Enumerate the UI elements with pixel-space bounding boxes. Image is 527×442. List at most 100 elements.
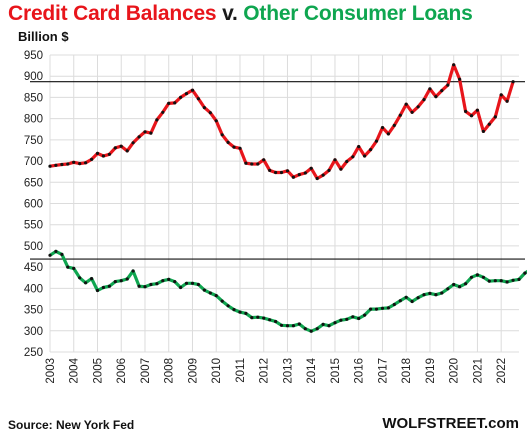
y-tick-label: 450	[24, 262, 43, 274]
x-tick-label: 2004	[69, 357, 81, 383]
y-tick-label: 750	[24, 135, 43, 147]
data-point-other-consumer-loans	[315, 327, 319, 331]
y-tick-label: 650	[24, 177, 43, 189]
data-point-other-consumer-loans	[238, 310, 242, 314]
y-tick-label: 350	[24, 305, 43, 317]
x-tick-label: 2022	[496, 358, 508, 384]
data-point-other-consumer-loans	[440, 291, 444, 295]
data-point-other-consumer-loans	[410, 299, 414, 304]
x-tick-label: 2014	[306, 357, 318, 383]
x-tick-label: 2016	[354, 358, 366, 384]
chart-title: Credit Card Balances v. Other Consumer L…	[8, 2, 473, 26]
data-point-credit-card-balances	[179, 95, 183, 99]
data-point-credit-card-balances	[262, 158, 266, 162]
x-tick-label: 2006	[116, 358, 128, 384]
data-point-credit-card-balances	[363, 154, 367, 158]
data-point-credit-card-balances	[101, 154, 105, 158]
data-point-other-consumer-loans	[167, 277, 171, 281]
x-tick-label: 2010	[211, 358, 223, 384]
data-point-credit-card-balances	[452, 63, 456, 67]
data-point-other-consumer-loans	[196, 282, 200, 287]
data-point-other-consumer-loans	[60, 252, 64, 256]
brand-logo-text: WOLFSTREET.com	[382, 415, 519, 432]
data-point-other-consumer-loans	[137, 284, 141, 288]
data-point-credit-card-balances	[339, 167, 343, 171]
data-point-credit-card-balances	[493, 115, 497, 119]
y-tick-label: 250	[24, 347, 43, 359]
data-point-credit-card-balances	[291, 175, 295, 179]
data-point-credit-card-balances	[285, 169, 290, 173]
data-point-other-consumer-loans	[398, 299, 402, 303]
data-point-credit-card-balances	[309, 166, 313, 170]
y-tick-label: 700	[24, 156, 43, 168]
grid-lines	[49, 54, 519, 353]
data-point-credit-card-balances	[78, 162, 82, 166]
data-point-credit-card-balances	[398, 113, 402, 117]
data-point-credit-card-balances	[297, 173, 301, 177]
data-point-credit-card-balances	[84, 161, 88, 165]
x-tick-label: 2005	[92, 358, 104, 384]
x-tick-label: 2008	[164, 358, 176, 384]
data-point-credit-card-balances	[416, 105, 420, 109]
data-point-other-consumer-loans	[202, 288, 206, 292]
data-point-credit-card-balances	[351, 155, 355, 159]
data-point-credit-card-balances	[315, 176, 319, 181]
data-point-other-consumer-loans	[184, 281, 189, 285]
data-point-other-consumer-loans	[404, 295, 408, 299]
data-point-credit-card-balances	[428, 87, 432, 91]
data-point-other-consumer-loans	[458, 285, 462, 289]
data-point-credit-card-balances	[220, 133, 224, 137]
data-point-credit-card-balances	[190, 88, 195, 92]
data-point-credit-card-balances	[410, 110, 414, 114]
data-point-other-consumer-loans	[95, 288, 100, 293]
data-point-other-consumer-loans	[232, 308, 236, 312]
data-point-other-consumer-loans	[66, 265, 70, 269]
x-tick-label: 2009	[187, 358, 199, 384]
data-point-other-consumer-loans	[256, 315, 260, 319]
y-tick-label: 550	[24, 220, 43, 232]
data-point-credit-card-balances	[66, 162, 70, 166]
data-point-other-consumer-loans	[190, 281, 195, 285]
data-point-other-consumer-loans	[291, 324, 295, 328]
data-point-other-consumer-loans	[434, 293, 438, 297]
data-point-credit-card-balances	[149, 131, 153, 135]
data-point-other-consumer-loans	[107, 284, 111, 288]
data-point-other-consumer-loans	[481, 275, 485, 279]
data-point-credit-card-balances	[125, 149, 129, 153]
data-point-other-consumer-loans	[297, 322, 301, 326]
data-point-other-consumer-loans	[345, 317, 349, 321]
data-point-other-consumer-loans	[303, 327, 307, 331]
data-point-credit-card-balances	[357, 145, 361, 149]
data-point-other-consumer-loans	[469, 275, 474, 279]
data-point-other-consumer-loans	[72, 266, 76, 270]
x-tick-label: 2021	[472, 358, 484, 384]
y-tick-label: 900	[24, 71, 43, 83]
data-point-credit-card-balances	[208, 111, 212, 115]
data-point-credit-card-balances	[214, 119, 218, 123]
data-point-credit-card-balances	[446, 83, 450, 87]
x-tick-label: 2015	[330, 358, 342, 384]
data-point-other-consumer-loans	[84, 281, 88, 285]
data-point-other-consumer-loans	[487, 279, 491, 283]
data-point-credit-card-balances	[184, 92, 189, 96]
reference-lines	[30, 81, 525, 260]
data-point-credit-card-balances	[232, 145, 236, 149]
data-point-other-consumer-loans	[214, 294, 218, 298]
data-point-credit-card-balances	[279, 170, 284, 175]
x-tick-label: 2018	[401, 358, 413, 384]
data-point-other-consumer-loans	[268, 318, 272, 322]
data-point-credit-card-balances	[155, 118, 159, 122]
data-point-credit-card-balances	[505, 99, 509, 103]
data-point-other-consumer-loans	[226, 304, 230, 308]
data-point-other-consumer-loans	[523, 271, 527, 275]
data-point-other-consumer-loans	[279, 323, 284, 327]
data-point-credit-card-balances	[274, 170, 278, 175]
x-tick-label: 2003	[45, 358, 57, 384]
data-point-other-consumer-loans	[113, 280, 117, 284]
data-point-other-consumer-loans	[339, 318, 343, 322]
axis-tick-labels: 250 300 350 400 450 500 550 600 650 700 750 800 850 9…	[24, 50, 508, 384]
data-point-credit-card-balances	[107, 152, 111, 156]
data-point-other-consumer-loans	[309, 329, 313, 333]
data-point-other-consumer-loans	[351, 315, 355, 319]
